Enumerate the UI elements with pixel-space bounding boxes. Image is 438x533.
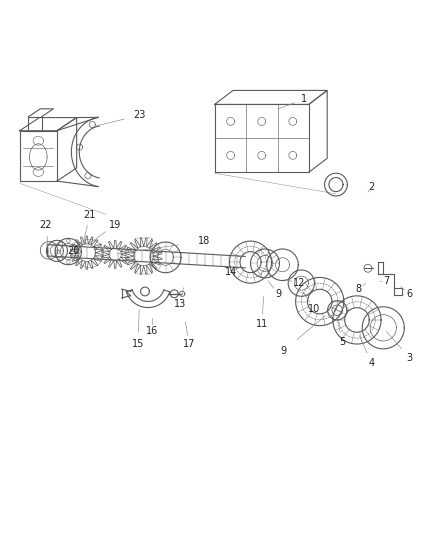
Text: 21: 21 [84, 210, 96, 220]
Text: 18: 18 [198, 236, 210, 246]
Text: 9: 9 [275, 289, 281, 298]
Text: 2: 2 [368, 182, 374, 192]
Text: 15: 15 [132, 340, 144, 350]
Text: 23: 23 [133, 110, 145, 120]
Text: 3: 3 [406, 353, 413, 362]
Text: 20: 20 [67, 246, 80, 256]
Text: 5: 5 [339, 337, 346, 347]
Text: 12: 12 [293, 278, 305, 288]
Text: 17: 17 [183, 340, 195, 350]
Text: 4: 4 [368, 358, 374, 368]
Text: 22: 22 [40, 220, 52, 230]
Text: 14: 14 [225, 266, 237, 277]
Text: 13: 13 [174, 298, 187, 309]
Text: 16: 16 [146, 326, 159, 336]
Text: 1: 1 [301, 94, 307, 104]
Text: 8: 8 [355, 284, 361, 294]
Text: 7: 7 [383, 276, 389, 286]
Text: 19: 19 [109, 220, 121, 230]
Text: 11: 11 [256, 319, 268, 329]
Text: 9: 9 [281, 345, 287, 356]
Text: 6: 6 [406, 289, 413, 298]
Text: 10: 10 [308, 304, 321, 314]
